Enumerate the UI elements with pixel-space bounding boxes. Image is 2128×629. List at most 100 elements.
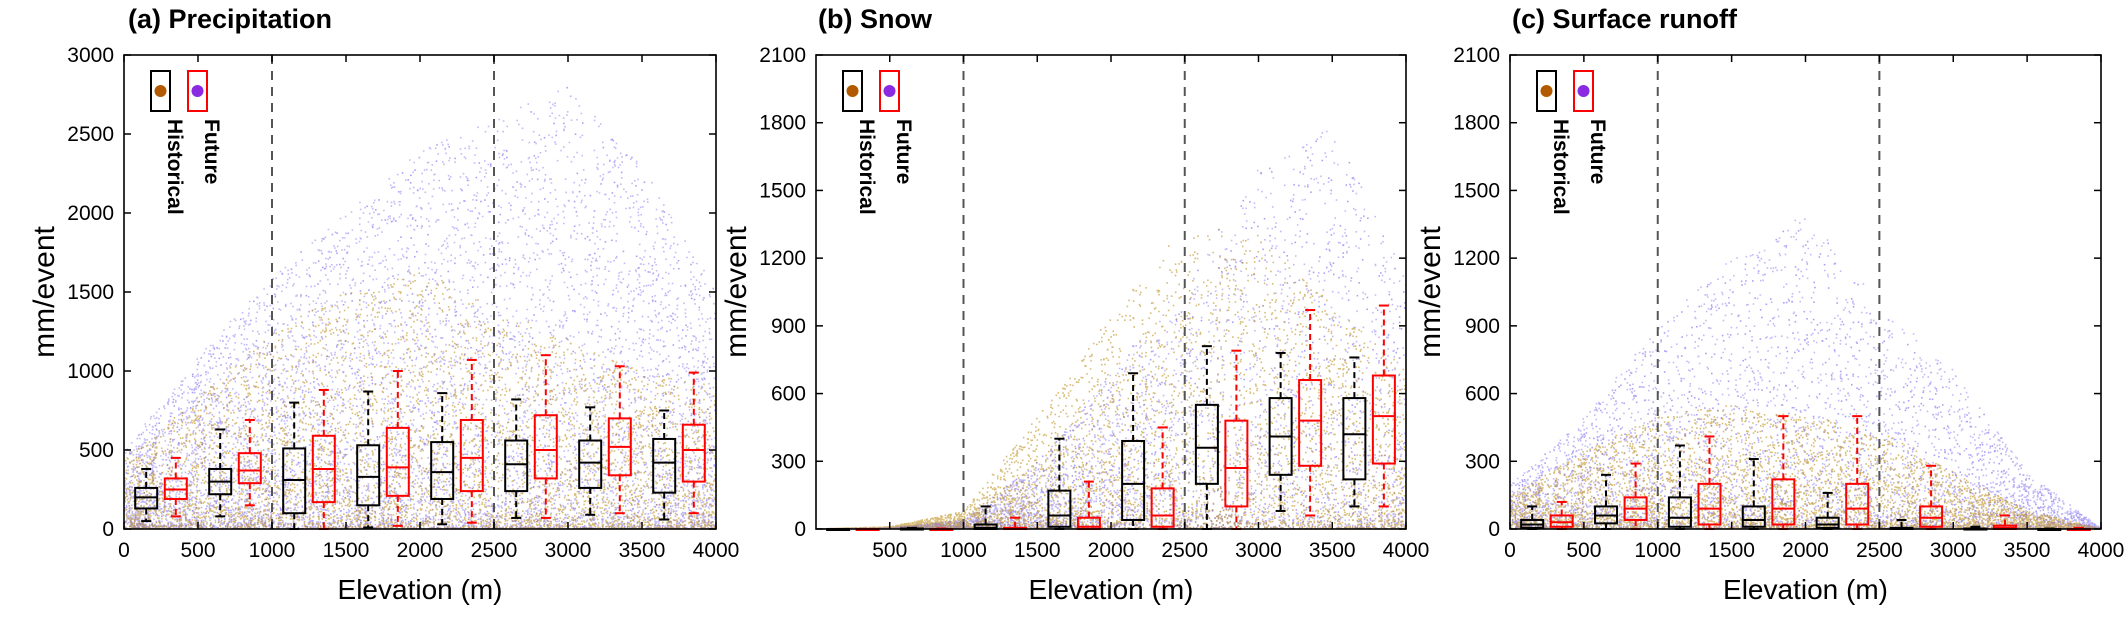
x-tick-label: 1000	[1634, 539, 1681, 562]
legend-future-box	[187, 70, 208, 112]
box-historical	[1342, 356, 1367, 508]
box-iqr	[1815, 516, 1840, 529]
box-iqr	[356, 444, 381, 507]
x-tick-label: 1000	[249, 539, 296, 562]
box-iqr	[1919, 505, 1944, 528]
x-tick-label: 4000	[2078, 539, 2125, 562]
box-iqr	[652, 437, 677, 494]
legend: Historical Future	[1536, 70, 1609, 215]
legend-historical-label: Historical	[855, 119, 878, 215]
x-tick-label: 4000	[693, 539, 740, 562]
x-tick-label: 2500	[1856, 539, 1903, 562]
box-future	[1298, 309, 1323, 517]
box-future	[1919, 464, 1944, 530]
y-tick-label: 1200	[1453, 247, 1500, 270]
y-tick-label: 2100	[759, 44, 806, 67]
y-tick-label: 1200	[759, 247, 806, 270]
x-tick-label: 3000	[1235, 539, 1282, 562]
box-iqr	[533, 414, 558, 480]
legend-historical-label: Historical	[1549, 119, 1572, 215]
box-iqr	[1667, 496, 1692, 528]
x-tick-label: 3000	[545, 539, 592, 562]
x-tick-label: 2000	[1088, 539, 1135, 562]
legend-future-label: Future	[200, 119, 223, 184]
box-future	[163, 456, 188, 518]
y-tick-label: 900	[771, 315, 806, 338]
x-tick-label: 2500	[1161, 539, 1208, 562]
legend-historical-marker	[846, 85, 859, 97]
panel-title: (b) Snow	[818, 4, 933, 34]
legend-historical-label: Historical	[163, 119, 186, 215]
box-future	[459, 358, 484, 524]
x-tick-label: 500	[180, 539, 215, 562]
box-future	[533, 354, 558, 519]
x-axis-label: Elevation (m)	[1029, 574, 1194, 605]
x-tick-label: 3500	[2004, 539, 2051, 562]
legend-historical-box	[842, 70, 863, 112]
y-tick-label: 1000	[67, 360, 114, 383]
x-tick-label: 1500	[323, 539, 370, 562]
legend-future-label: Future	[892, 119, 915, 184]
x-tick-label: 2000	[1782, 539, 1829, 562]
box-iqr	[385, 426, 410, 497]
y-tick-label: 3000	[67, 44, 114, 67]
legend-historical-box	[1536, 70, 1557, 112]
y-tick-label: 0	[102, 518, 114, 541]
box-iqr	[1224, 419, 1249, 508]
box-future	[1623, 462, 1648, 530]
box-iqr	[430, 441, 455, 500]
box-future	[311, 388, 336, 530]
box-future	[681, 371, 706, 515]
x-tick-label: 2000	[397, 539, 444, 562]
box-iqr	[1298, 379, 1323, 467]
box-iqr	[1121, 439, 1146, 521]
box-future	[237, 418, 262, 507]
x-tick-label: 3500	[1309, 539, 1356, 562]
y-axis-label: mm/event	[28, 225, 61, 357]
x-tick-label: 1500	[1014, 539, 1061, 562]
box-iqr	[237, 452, 262, 485]
box-historical	[356, 390, 381, 529]
legend-historical-marker	[154, 85, 167, 97]
box-historical	[208, 428, 233, 518]
box-iqr	[459, 418, 484, 493]
y-tick-label: 2100	[1453, 44, 1500, 67]
scatter-points	[816, 140, 1406, 529]
scatter-cloud	[1510, 218, 2101, 529]
panel-snow: (b) Snow mm/event Elevation (m) Historic…	[720, 4, 1429, 605]
box-historical	[504, 398, 529, 519]
box-historical	[430, 392, 455, 526]
box-future	[385, 370, 410, 527]
box-iqr	[1741, 505, 1766, 528]
legend: Historical Future	[150, 70, 223, 215]
legend-future-label: Future	[1586, 119, 1609, 184]
box-iqr	[504, 439, 529, 493]
box-iqr	[1047, 489, 1072, 528]
box-iqr	[578, 439, 603, 489]
box-historical	[578, 406, 603, 516]
y-tick-label: 0	[1488, 518, 1500, 541]
y-axis-label: mm/event	[1414, 225, 1447, 357]
legend-historical-marker	[1540, 85, 1553, 97]
x-tick-label: 500	[872, 539, 907, 562]
box-iqr	[1194, 403, 1219, 485]
panel-surface-runoff: (c) Surface runoff mm/event Elevation (m…	[1414, 4, 2124, 605]
legend-future-box	[879, 70, 900, 112]
box-iqr	[1845, 482, 1870, 526]
x-tick-label: 1000	[940, 539, 987, 562]
box-iqr	[681, 423, 706, 483]
box-iqr	[1150, 487, 1175, 528]
y-tick-label: 1800	[759, 112, 806, 135]
scatter-cloud	[816, 130, 1406, 529]
x-tick-label: 2500	[471, 539, 518, 562]
x-tick-label: 4000	[1383, 539, 1430, 562]
scatter-points	[1510, 230, 2101, 529]
scatter-points	[1510, 405, 2101, 529]
x-tick-label: 3500	[619, 539, 666, 562]
box-historical	[1268, 351, 1293, 512]
y-tick-label: 2500	[67, 123, 114, 146]
legend-future-box	[1573, 70, 1594, 112]
box-iqr	[1771, 478, 1796, 526]
legend: Historical Future	[842, 70, 915, 215]
